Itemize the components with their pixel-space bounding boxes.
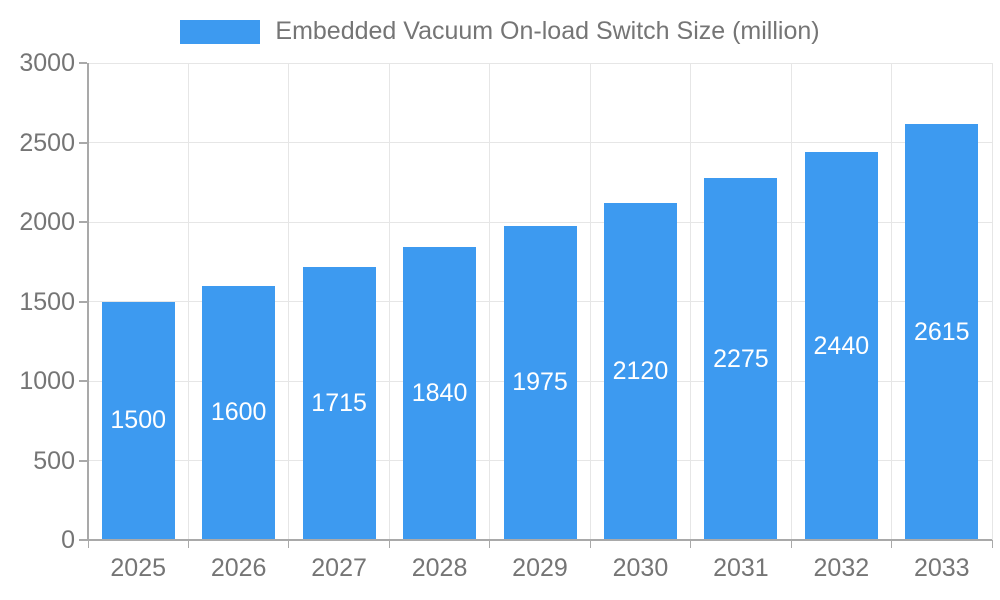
x-axis-tick: [388, 540, 390, 548]
x-axis-line: [86, 539, 992, 541]
y-axis-label-2500: 2500: [19, 128, 75, 157]
gridline-vertical: [187, 63, 189, 540]
x-axis-label-2032: 2032: [813, 554, 870, 582]
x-axis-tick: [891, 540, 893, 548]
x-axis-tick: [489, 540, 491, 548]
y-axis-label-500: 500: [33, 446, 75, 475]
bar-2029[interactable]: 1975: [503, 225, 577, 540]
legend[interactable]: Embedded Vacuum On-load Switch Size (mil…: [0, 17, 1000, 46]
y-axis-line: [86, 63, 89, 541]
bar-2026[interactable]: 1600: [202, 285, 276, 540]
gridline-horizontal: [88, 221, 992, 223]
x-axis-label-2026: 2026: [210, 554, 267, 582]
x-axis-tick: [991, 540, 993, 548]
bar-2025[interactable]: 1500: [101, 301, 175, 540]
y-axis-tick: [78, 539, 87, 541]
bar-value-2029: 1975: [512, 368, 568, 397]
bar-2028[interactable]: 1840: [403, 247, 477, 540]
y-axis-tick: [78, 380, 87, 382]
x-axis-tick: [87, 540, 89, 548]
bar-value-2027: 1715: [311, 389, 367, 418]
x-axis-tick: [690, 540, 692, 548]
gridline-vertical: [690, 63, 692, 540]
y-axis-label-1000: 1000: [19, 367, 75, 395]
y-axis-tick: [78, 62, 87, 64]
bar-2031[interactable]: 2275: [704, 178, 778, 540]
gridline-horizontal: [88, 142, 992, 143]
y-axis-label-2000: 2000: [19, 208, 75, 236]
x-axis-tick: [288, 540, 290, 548]
gridline-vertical: [388, 63, 390, 540]
y-axis-tick: [78, 221, 87, 223]
gridline-vertical: [991, 63, 993, 540]
x-axis-label-2033: 2033: [913, 554, 970, 582]
bar-value-2025: 1500: [110, 406, 167, 435]
gridline-vertical: [891, 63, 893, 540]
gridline-vertical: [288, 63, 290, 540]
x-axis-tick: [589, 540, 591, 548]
bar-value-2030: 2120: [612, 356, 669, 385]
x-axis-label-2029: 2029: [512, 554, 568, 582]
y-axis-tick: [78, 300, 87, 303]
x-axis-label-2025: 2025: [110, 554, 167, 582]
x-axis-tick: [187, 540, 189, 548]
gridline-vertical: [790, 63, 792, 540]
bar-value-2031: 2275: [713, 344, 769, 373]
bar-value-2032: 2440: [813, 331, 870, 360]
y-axis-tick: [78, 459, 87, 462]
x-axis-label-2027: 2027: [311, 554, 367, 582]
y-axis-label-0: 0: [61, 526, 75, 554]
bar-2030[interactable]: 2120: [603, 202, 677, 540]
gridline-vertical: [589, 63, 591, 540]
x-axis-label-2028: 2028: [411, 554, 468, 582]
legend-label[interactable]: Embedded Vacuum On-load Switch Size (mil…: [275, 17, 820, 45]
gridline-horizontal: [88, 62, 992, 64]
bar-value-2033: 2615: [913, 317, 970, 346]
x-axis-label-2031: 2031: [713, 554, 769, 582]
x-axis-tick: [790, 540, 792, 548]
x-axis-label-2030: 2030: [612, 554, 669, 582]
y-axis-label-3000: 3000: [19, 49, 75, 77]
gridline-vertical: [489, 63, 491, 540]
y-axis-tick: [78, 141, 87, 144]
bar-value-2026: 1600: [210, 398, 267, 427]
bar-value-2028: 1840: [411, 379, 468, 408]
bar-2033[interactable]: 2615: [905, 124, 979, 540]
y-axis-label-1500: 1500: [19, 287, 75, 316]
legend-swatch[interactable]: [180, 19, 261, 44]
bar-2032[interactable]: 2440: [804, 152, 878, 540]
bar-2027[interactable]: 1715: [302, 267, 376, 540]
